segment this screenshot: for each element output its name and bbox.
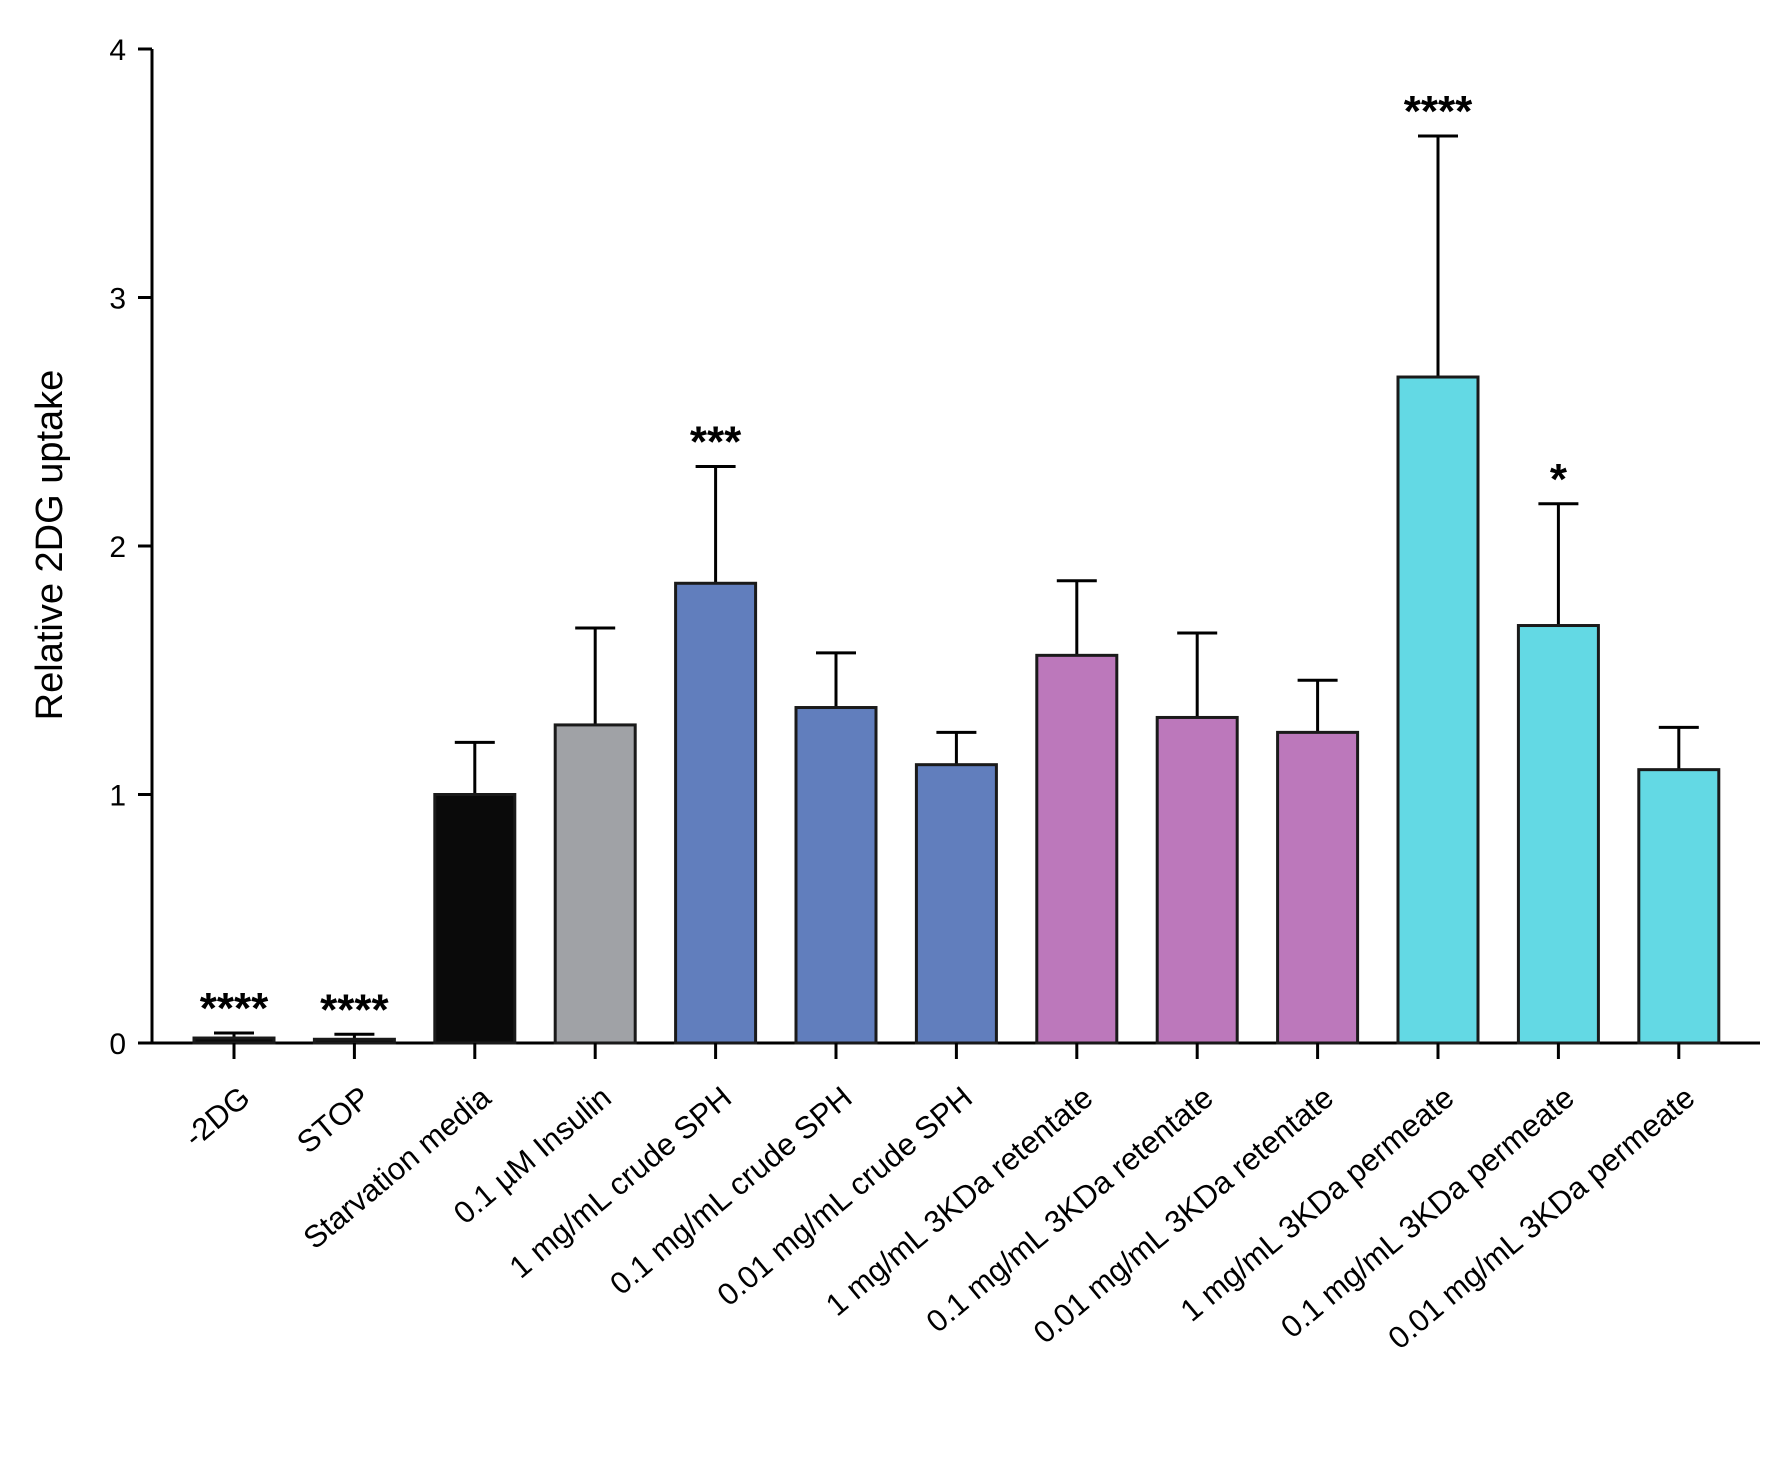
y-axis-title: Relative 2DG uptake bbox=[29, 370, 71, 721]
bar bbox=[1276, 730, 1360, 1045]
y-tick-label: 2 bbox=[109, 531, 126, 564]
bar bbox=[1637, 768, 1721, 1045]
bar bbox=[1396, 375, 1480, 1045]
bar bbox=[192, 1036, 276, 1045]
bar bbox=[914, 763, 998, 1045]
y-tick-label: 4 bbox=[109, 34, 126, 67]
bar bbox=[312, 1037, 396, 1045]
significance-label: * bbox=[1550, 455, 1568, 504]
bar bbox=[1035, 653, 1119, 1045]
bar bbox=[794, 706, 878, 1045]
x-category-label: 1 mg/mL crude SPH bbox=[503, 1080, 738, 1285]
significance-label: **** bbox=[320, 985, 389, 1034]
y-tick-label: 1 bbox=[109, 780, 126, 813]
bar bbox=[1155, 715, 1239, 1045]
significance-label: *** bbox=[690, 417, 742, 466]
y-tick-label: 0 bbox=[109, 1028, 126, 1061]
bar bbox=[553, 723, 637, 1045]
bar bbox=[433, 793, 517, 1045]
y-tick-label: 3 bbox=[109, 283, 126, 316]
x-category-label: -2DG bbox=[177, 1080, 256, 1154]
x-category-label: STOP bbox=[290, 1080, 377, 1161]
significance-label: **** bbox=[200, 984, 269, 1033]
bar bbox=[674, 581, 758, 1045]
significance-label: **** bbox=[1404, 87, 1473, 136]
bar bbox=[1516, 624, 1600, 1045]
